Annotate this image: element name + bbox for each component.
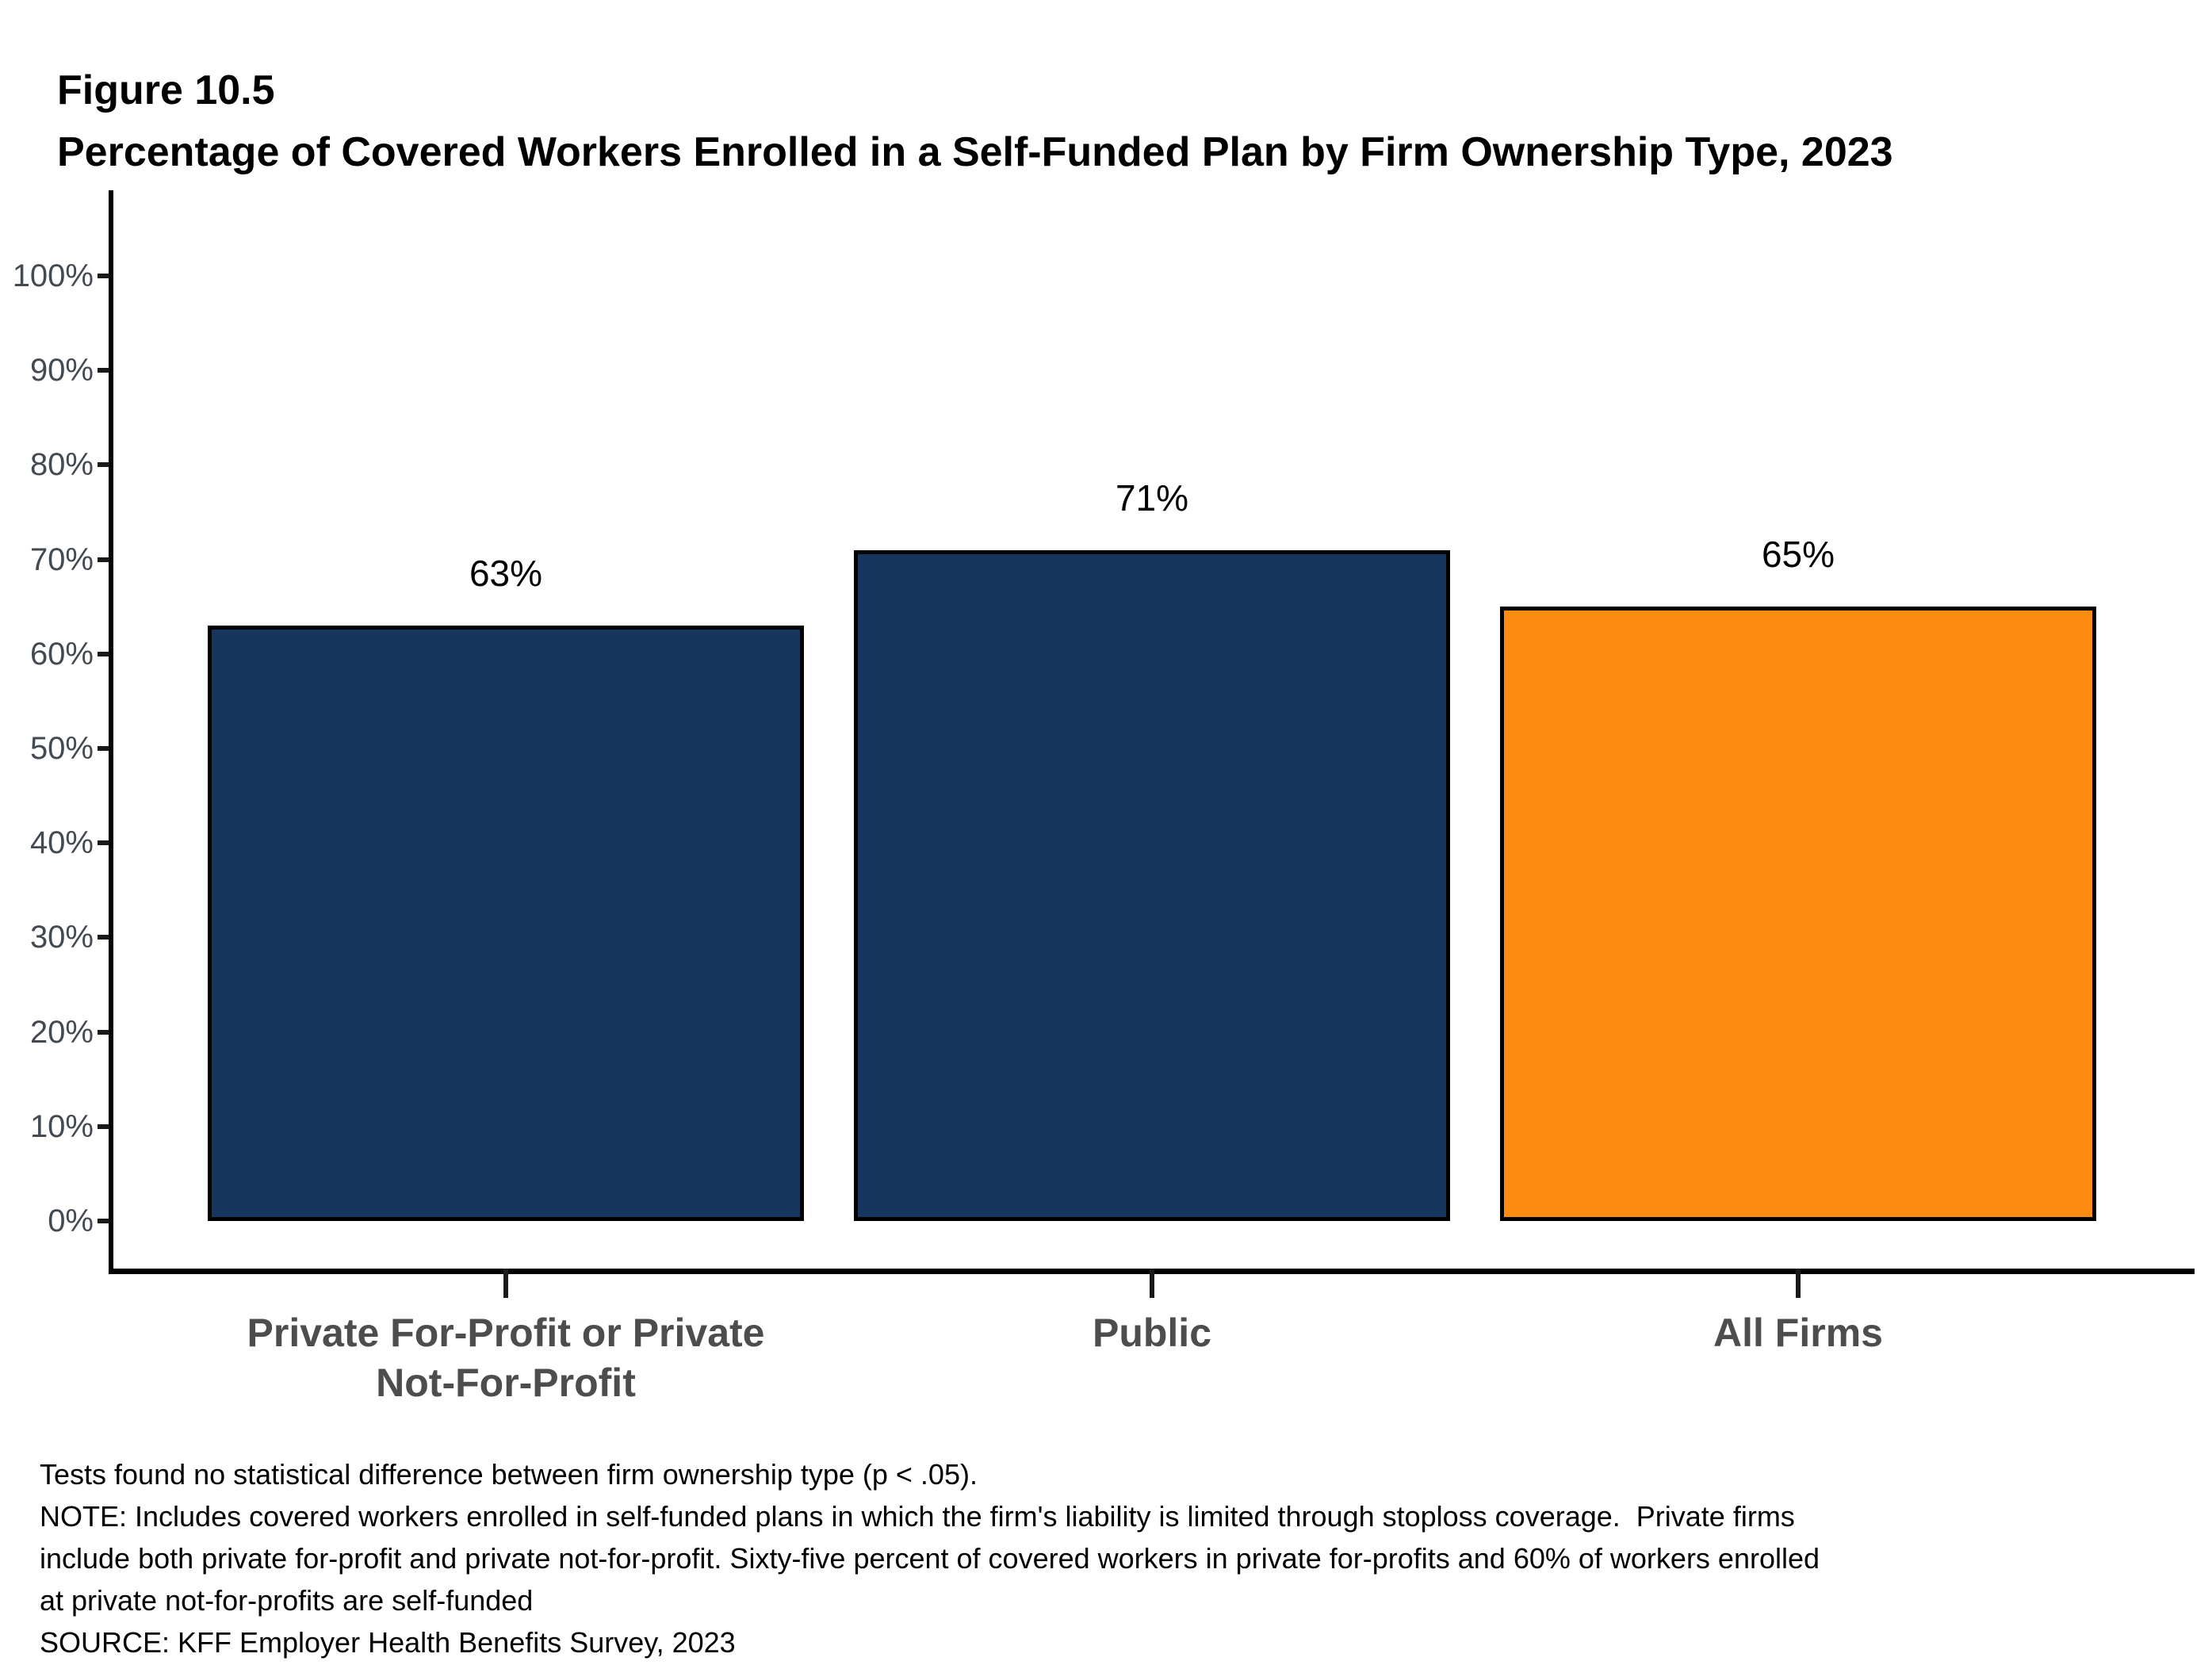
y-tick xyxy=(98,557,109,562)
bar-value-label: 63% xyxy=(469,553,543,594)
y-tick-label: 60% xyxy=(29,637,94,672)
footnote-note-3: at private not-for-profits are self-fund… xyxy=(40,1584,534,1617)
y-tick xyxy=(98,935,109,940)
y-tick-label: 70% xyxy=(29,542,94,577)
x-tick xyxy=(1150,1269,1154,1298)
figure-label: Figure 10.5 xyxy=(57,67,275,113)
x-category-label: All Firms xyxy=(1713,1311,1883,1355)
y-tick xyxy=(98,462,109,467)
y-tick xyxy=(98,652,109,656)
y-tick xyxy=(98,368,109,373)
y-tick xyxy=(98,746,109,751)
figure-title: Percentage of Covered Workers Enrolled i… xyxy=(57,129,1893,175)
bar xyxy=(1500,607,2096,1221)
footnotes: Tests found no statistical difference be… xyxy=(40,1453,1820,1663)
y-tick-label: 10% xyxy=(29,1109,94,1144)
footnote-stat-test: Tests found no statistical difference be… xyxy=(40,1458,978,1491)
footnote-note-2: include both private for-profit and priv… xyxy=(40,1542,1820,1575)
x-tick xyxy=(503,1269,508,1298)
y-tick-label: 80% xyxy=(29,447,94,482)
y-tick xyxy=(98,1124,109,1129)
bar xyxy=(854,550,1450,1221)
y-tick xyxy=(98,1030,109,1035)
bar-value-label: 65% xyxy=(1761,534,1835,575)
x-category-label: Public xyxy=(1092,1311,1212,1355)
y-tick xyxy=(98,1219,109,1223)
y-tick xyxy=(98,840,109,845)
y-tick-label: 40% xyxy=(29,825,94,860)
y-tick-label: 90% xyxy=(29,353,94,388)
y-axis-line xyxy=(109,190,113,1274)
x-tick xyxy=(1796,1269,1801,1298)
footnote-source: SOURCE: KFF Employer Health Benefits Sur… xyxy=(40,1626,736,1659)
bar-value-label: 71% xyxy=(1115,477,1189,519)
y-tick-label: 0% xyxy=(48,1204,94,1238)
y-tick-label: 50% xyxy=(29,731,94,766)
y-tick-label: 30% xyxy=(29,920,94,955)
bar xyxy=(208,626,804,1221)
footnote-note-1: NOTE: Includes covered workers enrolled … xyxy=(40,1500,1795,1533)
x-category-label: Private For-Profit or Private Not-For-Pr… xyxy=(247,1311,765,1405)
y-tick-label: 100% xyxy=(12,258,94,293)
y-tick xyxy=(98,274,109,278)
y-tick-label: 20% xyxy=(29,1015,94,1050)
